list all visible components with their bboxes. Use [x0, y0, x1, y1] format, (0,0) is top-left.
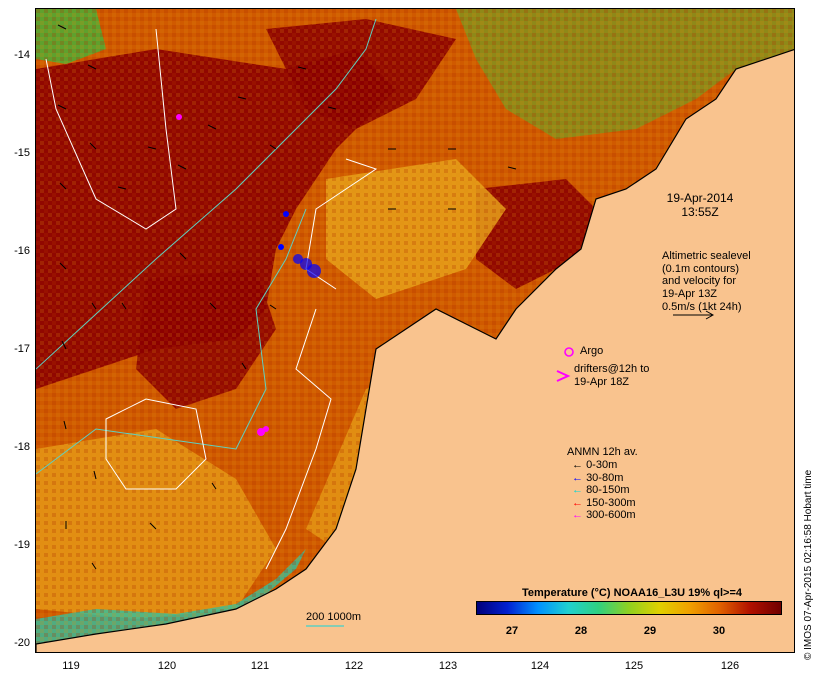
sst-map [36, 9, 794, 652]
colorbar-tick: 27 [505, 625, 519, 637]
sealevel-contour [45, 28, 177, 230]
arrow-left-icon: ← [572, 497, 583, 509]
altimetry-line: Altimetric sealevel [662, 250, 751, 262]
anmn-legend-label: 300-600m [586, 509, 636, 521]
isobath-legend-line [306, 625, 344, 627]
isobath-legend-label: 200 1000m [306, 611, 362, 623]
x-tick: 123 [438, 660, 458, 672]
colorbar-tick: 29 [643, 625, 657, 637]
sealevel-contour [105, 398, 207, 490]
anmn-legend-label: 80-150m [586, 484, 630, 496]
time-line: 13:55Z [681, 204, 719, 219]
x-tick: 122 [344, 660, 364, 672]
y-tick: -17 [14, 343, 30, 355]
credit-text: © IMOS 07-Apr-2015 02:16:58 Hobart time [803, 469, 814, 660]
y-tick: -20 [14, 637, 30, 649]
date-line: 19-Apr-2014 [666, 191, 734, 205]
y-tick: -14 [14, 49, 30, 61]
y-tick: -19 [14, 539, 30, 551]
altimetry-note: Altimetric sealevel (0.1m contours) and … [662, 250, 751, 313]
colorbar [476, 601, 782, 615]
drifters-label: drifters@12h to 19-Apr 18Z [574, 363, 649, 388]
x-tick: 126 [720, 660, 740, 672]
altimetry-line: 0.5m/s (1kt 24h) [662, 300, 742, 313]
y-tick: -15 [14, 147, 30, 159]
velocity-arrows [57, 24, 517, 570]
anmn-legend-label: 0-30m [586, 459, 618, 471]
altimetry-line: (0.1m contours) [662, 262, 740, 275]
colorbar-title: Temperature (°C) NOAA16_L3U 19% ql>=4 [522, 587, 742, 599]
drifter-cluster [278, 211, 321, 278]
arrow-left-icon: ← [572, 459, 583, 471]
altimetry-line: 19-Apr 13Z [662, 287, 718, 300]
anmn-legend-title: ANMN 12h av. [567, 446, 638, 458]
map-frame [35, 8, 795, 653]
anmn-legend-item: ← 300-600m [572, 509, 636, 521]
drifters-line: drifters@12h to [574, 363, 650, 375]
arrow-left-icon: ← [572, 472, 583, 484]
y-tick: -18 [14, 441, 30, 453]
drifter-symbol-icon [556, 370, 571, 382]
x-tick: 119 [62, 660, 80, 672]
land-mass [36, 49, 794, 652]
anmn-legend-item: ← 0-30m [572, 459, 617, 471]
sealevel-contour [265, 308, 332, 570]
arrow-left-icon: ← [572, 509, 583, 521]
isobath-200m [36, 18, 377, 370]
anmn-legend-item: ← 80-150m [572, 484, 629, 496]
anmn-legend-item: ← 150-300m [572, 497, 636, 509]
x-tick: 125 [624, 660, 644, 672]
colorbar-tick: 28 [574, 625, 588, 637]
colorbar-tick: 30 [712, 625, 726, 637]
altimetry-line: and velocity for [662, 275, 736, 288]
argo-markers [176, 114, 269, 436]
isobath-200m [36, 208, 307, 475]
argo-label: Argo [580, 345, 604, 357]
x-tick: 120 [157, 660, 177, 672]
x-tick: 124 [530, 660, 550, 672]
date-stamp: 19-Apr-2014 13:55Z [660, 191, 740, 220]
y-tick: -16 [14, 245, 30, 257]
drifters-line: 19-Apr 18Z [574, 375, 630, 388]
arrow-left-icon: ← [572, 484, 583, 496]
x-tick: 121 [250, 660, 270, 672]
anmn-legend-item: ← 30-80m [572, 472, 623, 484]
velocity-scale-arrow [673, 310, 715, 320]
argo-symbol-icon [564, 347, 574, 357]
anmn-legend-label: 150-300m [586, 497, 636, 509]
anmn-legend-label: 30-80m [586, 472, 624, 484]
